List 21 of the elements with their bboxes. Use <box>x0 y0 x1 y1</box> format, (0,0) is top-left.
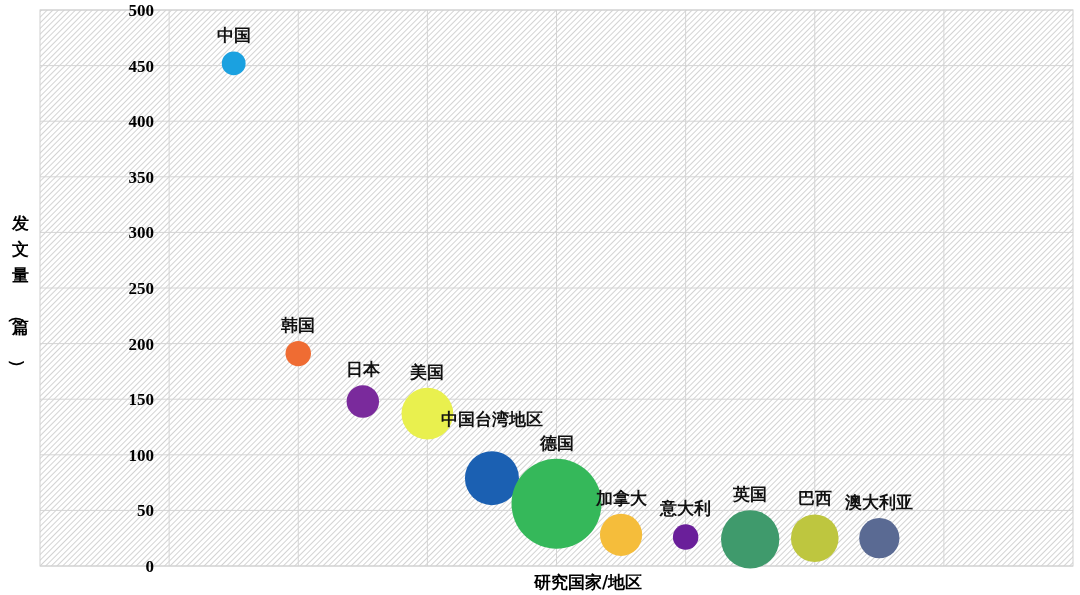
y-tick-label: 150 <box>128 390 154 410</box>
x-axis-title: 研究国家/地区 <box>532 572 643 592</box>
x-tick-label: 中国 <box>216 25 251 46</box>
y-tick-label: 100 <box>128 445 154 465</box>
x-tick-label: 英国 <box>732 484 768 505</box>
y-tick-label: 50 <box>137 501 154 521</box>
y-tick-label: 400 <box>128 112 154 132</box>
x-tick-label: 美国 <box>409 361 445 382</box>
y-tick-label: 300 <box>128 223 154 243</box>
x-tick-label: 意大利 <box>659 498 712 519</box>
y-tick-label: 450 <box>128 56 154 76</box>
x-tick-label: 韩国 <box>280 314 316 335</box>
y-tick-label: 500 <box>128 1 154 20</box>
y-tick-label: 0 <box>145 557 154 576</box>
x-tick-label: 德国 <box>538 432 574 453</box>
x-tick-label: 澳大利亚 <box>844 492 914 513</box>
x-tick-label: 日本 <box>345 359 381 380</box>
y-tick-label: 200 <box>128 334 154 354</box>
y-tick-label: 350 <box>128 167 154 187</box>
y-tick-label: 250 <box>128 279 154 298</box>
x-tick-label: 巴西 <box>797 488 832 509</box>
